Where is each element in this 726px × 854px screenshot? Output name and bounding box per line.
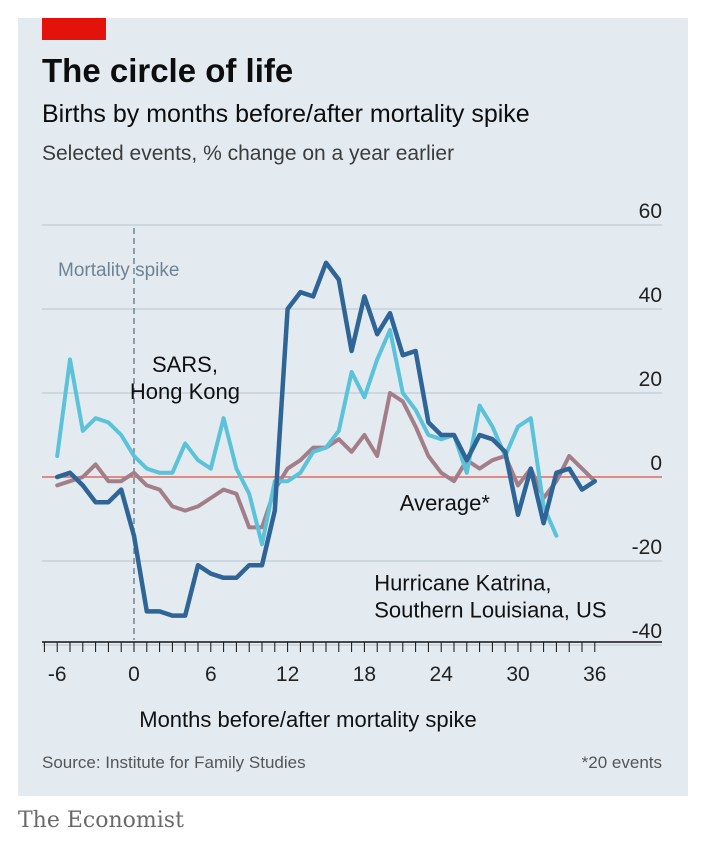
- x-axis: -6 0 6 12 18 24 30 36 Months before/after mortal…: [42, 641, 662, 732]
- x-tick-label: -6: [48, 663, 67, 686]
- chart-panel: The circle of life Births by months befo…: [18, 18, 688, 796]
- y-axis-labels: 60 40 20 0 -20 -40: [632, 200, 662, 643]
- annotations: SARS,Hong Kong Average* Hurricane Katrina,…: [130, 352, 607, 622]
- mortality-spike-marker: Mortality spike: [58, 228, 179, 640]
- x-tick-label: 12: [276, 663, 299, 686]
- katrina-annotation: Hurricane Katrina,: [374, 570, 551, 595]
- katrina-annotation: Southern Louisiana, US: [374, 597, 606, 622]
- y-tick-label: 0: [650, 452, 662, 475]
- sars-annotation: Hong Kong: [130, 379, 240, 404]
- x-tick-label: 18: [353, 663, 376, 686]
- x-axis-title: Months before/after mortality spike: [139, 707, 476, 732]
- chart-description: Selected events, % change on a year earl…: [42, 142, 455, 165]
- x-tick-label: 36: [583, 663, 606, 686]
- gridlines: [42, 224, 662, 646]
- sars-annotation: SARS,: [152, 352, 218, 377]
- y-tick-label: -20: [632, 536, 662, 559]
- footnote: *20 events: [581, 753, 662, 772]
- line-chart: 60 40 20 0 -20 -40 Mortality spike -6 0 6 12 18 24…: [42, 200, 662, 732]
- katrina-line: [54, 260, 598, 618]
- chart-subtitle: Births by months before/after mortality …: [42, 100, 530, 128]
- x-tick-label: 24: [430, 663, 454, 686]
- economist-logo: The Economist: [18, 808, 184, 833]
- x-tick-label: 6: [205, 663, 217, 686]
- series-lines: [54, 260, 598, 618]
- source-note: Source: Institute for Family Studies: [42, 753, 306, 772]
- average-annotation: Average*: [400, 491, 491, 516]
- brand-red-tag: [42, 18, 106, 40]
- x-tick-label: 30: [506, 663, 529, 686]
- x-tick-label: 0: [128, 663, 140, 686]
- mortality-spike-label: Mortality spike: [58, 260, 179, 281]
- y-tick-label: 40: [639, 284, 662, 307]
- chart-title: The circle of life: [42, 52, 294, 89]
- sars-line: [55, 328, 559, 547]
- y-tick-label: -40: [632, 620, 662, 643]
- y-tick-label: 60: [639, 200, 662, 223]
- y-tick-label: 20: [639, 368, 662, 391]
